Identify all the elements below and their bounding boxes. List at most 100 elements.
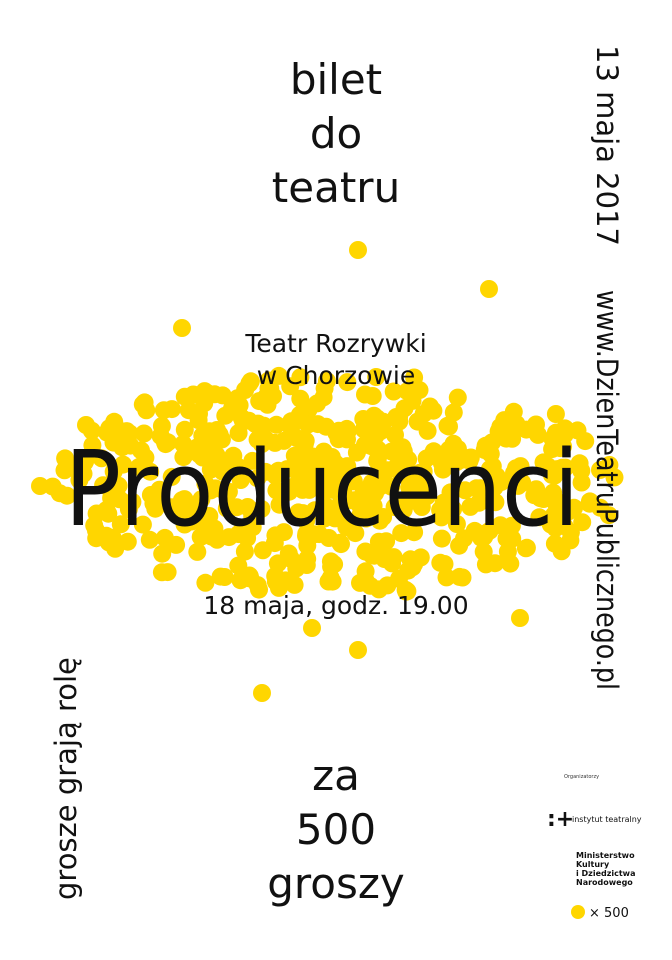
dot bbox=[511, 609, 529, 627]
dot bbox=[591, 461, 609, 479]
dot bbox=[308, 394, 327, 413]
dot bbox=[349, 641, 367, 659]
dot bbox=[383, 554, 402, 573]
dot bbox=[83, 436, 102, 455]
header-line: teatru bbox=[272, 163, 400, 212]
dot bbox=[267, 481, 286, 500]
dot bbox=[325, 555, 344, 574]
dot bbox=[460, 451, 479, 470]
dot bbox=[296, 431, 315, 450]
dot bbox=[356, 485, 375, 504]
dot bbox=[238, 529, 257, 547]
dot bbox=[432, 529, 451, 548]
dot bbox=[570, 454, 589, 473]
dot bbox=[438, 416, 457, 435]
dot bbox=[444, 500, 463, 518]
dot bbox=[281, 377, 300, 396]
dot bbox=[219, 482, 238, 501]
dot bbox=[193, 426, 212, 445]
legend-dot bbox=[571, 905, 585, 919]
dot bbox=[104, 462, 123, 481]
dot bbox=[238, 498, 257, 516]
dot bbox=[259, 371, 278, 390]
dot bbox=[394, 442, 413, 461]
dot-legend: × 500 bbox=[589, 906, 629, 921]
dot bbox=[405, 554, 424, 573]
dot bbox=[243, 451, 262, 470]
dot bbox=[190, 445, 209, 464]
dot bbox=[392, 465, 411, 484]
dot bbox=[556, 458, 575, 477]
dot bbox=[448, 388, 467, 407]
sponsor-caption: Organizatorzy bbox=[564, 774, 599, 780]
dot bbox=[31, 477, 49, 495]
dot bbox=[547, 423, 566, 442]
dot bbox=[356, 542, 375, 561]
dot bbox=[517, 538, 536, 557]
dot bbox=[217, 499, 236, 518]
dot bbox=[302, 459, 321, 478]
dot bbox=[228, 457, 247, 476]
dot bbox=[196, 573, 215, 592]
dot bbox=[328, 478, 346, 497]
dot bbox=[202, 527, 221, 546]
dot bbox=[43, 477, 62, 496]
dot bbox=[58, 486, 76, 505]
website: www.DzienTeatruPublicznego.pl bbox=[590, 290, 624, 690]
venue-line: Teatr Rozrywki bbox=[244, 329, 426, 358]
dot bbox=[498, 542, 517, 561]
dot bbox=[291, 389, 310, 408]
price-line: za bbox=[312, 751, 360, 800]
dot bbox=[210, 425, 229, 444]
dot bbox=[338, 457, 357, 476]
dot bbox=[232, 408, 251, 427]
dot bbox=[315, 379, 334, 398]
dot bbox=[70, 471, 89, 489]
dot bbox=[162, 467, 181, 486]
institute-mark: :+ bbox=[547, 807, 574, 832]
dot bbox=[370, 477, 389, 496]
dot bbox=[270, 495, 289, 514]
dot bbox=[136, 448, 155, 467]
dot bbox=[87, 521, 105, 540]
dot bbox=[572, 473, 591, 492]
dot bbox=[175, 420, 194, 439]
dot bbox=[111, 515, 130, 534]
dot bbox=[405, 523, 424, 542]
dot bbox=[215, 568, 234, 586]
ministry-line: Narodowego bbox=[576, 878, 633, 887]
dot bbox=[92, 449, 111, 468]
dot bbox=[331, 501, 350, 520]
dot bbox=[319, 529, 338, 547]
dot bbox=[235, 542, 254, 561]
dot bbox=[554, 437, 573, 456]
dot bbox=[559, 502, 578, 521]
dot bbox=[282, 412, 301, 431]
dot bbox=[440, 440, 459, 459]
dot bbox=[552, 542, 571, 561]
ministry-line: i Dziedzictwa bbox=[576, 869, 635, 878]
dot bbox=[207, 453, 226, 472]
dot bbox=[252, 499, 271, 518]
dot bbox=[475, 441, 494, 459]
dot bbox=[253, 684, 271, 702]
header-line: do bbox=[310, 109, 362, 158]
ministry-line: Ministerstwo bbox=[576, 851, 635, 860]
dot bbox=[486, 493, 505, 512]
price-line: 500 bbox=[296, 805, 376, 854]
dot bbox=[337, 518, 356, 536]
dot bbox=[319, 572, 338, 591]
dot bbox=[384, 382, 403, 401]
dot bbox=[77, 416, 95, 434]
show-title: Producenci bbox=[65, 428, 580, 550]
dot-cloud bbox=[31, 241, 624, 702]
dot bbox=[349, 241, 367, 259]
venue-line: w Chorzowie bbox=[257, 361, 415, 390]
dot bbox=[133, 515, 152, 534]
dot bbox=[441, 483, 460, 502]
dot bbox=[266, 567, 285, 585]
dot bbox=[162, 400, 181, 419]
dot bbox=[314, 442, 333, 461]
date: 13 maja 2017 bbox=[590, 45, 624, 246]
